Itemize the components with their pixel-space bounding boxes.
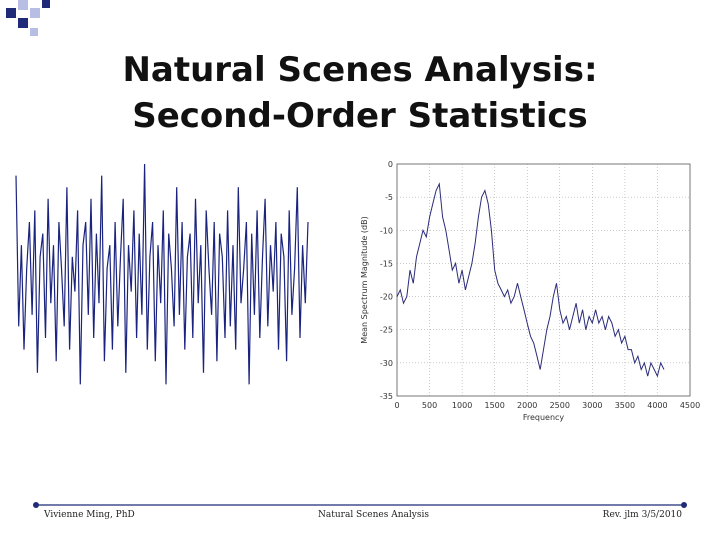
spectrum-plot: 0 500 1000 1500 2000 2500 3000 3500 4000 4500 0 -5 -… <box>360 160 700 422</box>
x-tick-label: 3500 <box>615 401 635 410</box>
x-tick-label: 500 <box>422 401 437 410</box>
y-tick-label: -10 <box>380 226 393 235</box>
footer-revision: Rev. jlm 3/5/2010 <box>602 510 682 520</box>
slide-title-line-2: Second-Order Statistics <box>132 96 588 136</box>
slide-title-line-1: Natural Scenes Analysis: <box>122 50 598 90</box>
plot-frame <box>396 163 691 397</box>
spectrum-line <box>396 182 665 378</box>
x-tick-label: 3000 <box>582 401 602 410</box>
corner-square <box>42 0 50 8</box>
y-tick-label: -30 <box>380 359 393 368</box>
x-tick-label: 4000 <box>647 401 667 410</box>
y-tick-label: 0 <box>388 160 393 169</box>
y-axis-label: Mean Spectrum Magnitude (dB) <box>360 216 369 343</box>
corner-square <box>6 8 16 18</box>
y-tick-label: -5 <box>385 193 393 202</box>
corner-decoration <box>6 0 50 36</box>
y-tick-label: -35 <box>380 392 393 401</box>
footer-course: Natural Scenes Analysis <box>318 510 429 520</box>
waveform-plot <box>15 163 309 385</box>
corner-square <box>18 0 28 10</box>
x-tick-label: 0 <box>394 401 399 410</box>
y-tick-label: -25 <box>380 326 393 335</box>
corner-square <box>30 8 40 18</box>
waveform-line <box>15 163 309 385</box>
x-tick-label: 2000 <box>517 401 537 410</box>
x-tick-label: 1500 <box>484 401 504 410</box>
footer-author: Vivienne Ming, PhD <box>44 510 135 520</box>
x-axis-label: Frequency <box>523 413 565 422</box>
y-tick-label: -20 <box>380 293 393 302</box>
y-tick-label: -15 <box>380 259 393 268</box>
corner-square <box>30 28 38 36</box>
corner-square <box>18 18 28 28</box>
x-tick-label: 2500 <box>550 401 570 410</box>
x-tick-label: 1000 <box>452 401 472 410</box>
footer-divider <box>33 502 687 508</box>
x-tick-label: 4500 <box>680 401 700 410</box>
